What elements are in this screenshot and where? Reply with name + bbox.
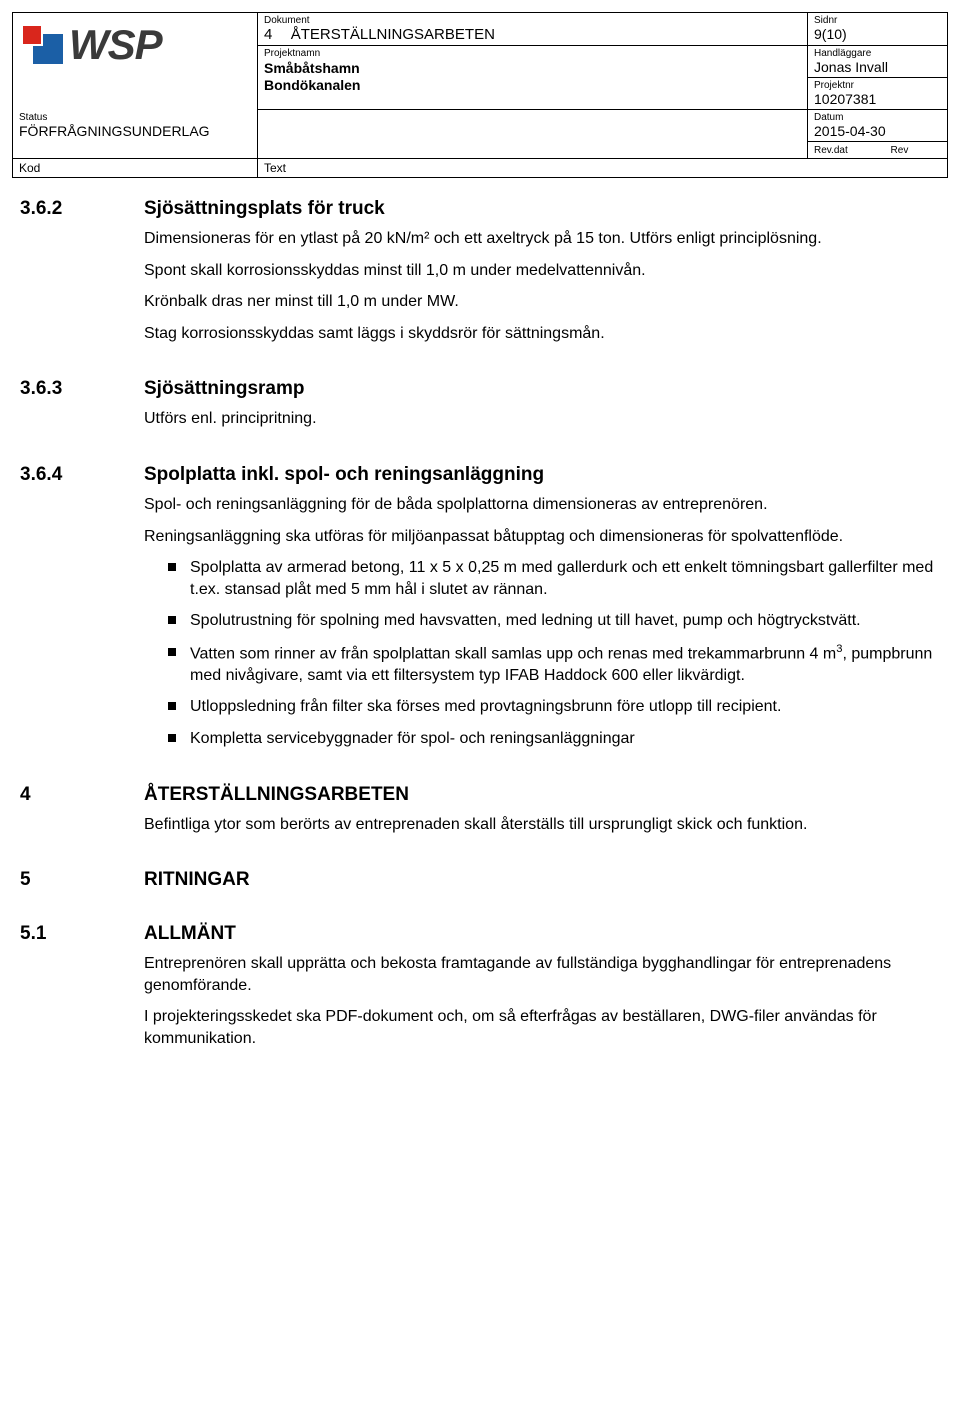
section-title: Spolplatta inkl. spol- och reningsanlägg… [144,464,940,486]
list-item: Vatten som rinner av från spolplattan sk… [144,642,940,687]
document-header-table: WSP Dokument 4 ÅTERSTÄLLNINGSARBETEN Sid… [12,12,948,178]
section-5: 5 RITNINGAR [20,869,940,899]
paragraph: Spol- och reningsanläggning för de båda … [144,494,940,516]
paragraph: Befintliga ytor som berörts av entrepren… [144,814,940,836]
bullet-text: Vatten som rinner av från spolplattan sk… [190,642,940,687]
text-label: Text [264,161,286,175]
sidnr-cell: Sidnr 9(10) [808,13,948,46]
section-number: 3.6.3 [20,378,120,440]
section-3-6-2: 3.6.2 Sjösättningsplats för truck Dimens… [20,198,940,354]
section-title: ÅTERSTÄLLNINGSARBETEN [144,784,940,806]
bullet-text: Kompletta servicebyggnader för spol- och… [190,728,940,750]
projektnr-value: 10207381 [814,91,876,107]
list-item: Utloppsledning från filter ska förses me… [144,696,940,718]
section-number: 4 [20,784,120,846]
paragraph: Reningsanläggning ska utföras för miljöa… [144,526,940,548]
status-value: FÖRFRÅGNINGSUNDERLAG [19,123,210,139]
paragraph: Krönbalk dras ner minst till 1,0 m under… [144,291,940,313]
handlaggare-label: Handläggare [814,48,941,59]
projektnamn-2: Bondökanalen [264,77,360,93]
section-title: Sjösättningsplats för truck [144,198,940,220]
datum-label: Datum [814,112,941,123]
paragraph: Entreprenören skall upprätta och bekosta… [144,953,940,996]
bullet-text: Spolutrustning för spolning med havsvatt… [190,610,940,632]
section-3-6-3: 3.6.3 Sjösättningsramp Utförs enl. princ… [20,378,940,440]
projektnr-label: Projektnr [814,80,941,91]
kod-label-cell: Kod [13,159,258,178]
section-3-6-4: 3.6.4 Spolplatta inkl. spol- och renings… [20,464,940,760]
dokument-label: Dokument [264,15,801,26]
projektnamn-label: Projektnamn [264,48,801,59]
paragraph: Spont skall korrosionsskyddas minst till… [144,260,940,282]
section-title: Sjösättningsramp [144,378,940,400]
logo-cell: WSP [13,13,258,110]
section-number: 3.6.4 [20,464,120,760]
projektnamn-1: Småbåtshamn [264,60,360,76]
revdat-label: Rev.dat [814,145,848,156]
logo-text: WSP [69,21,162,69]
paragraph: Utförs enl. principritning. [144,408,940,430]
wsp-logo: WSP [21,21,249,69]
blank-cell [258,110,808,159]
section-number: 5 [20,869,120,899]
section-4: 4 ÅTERSTÄLLNINGSARBETEN Befintliga ytor … [20,784,940,846]
list-item: Spolutrustning för spolning med havsvatt… [144,610,940,632]
bullet-icon [168,616,176,624]
paragraph: Stag korrosionsskyddas samt läggs i skyd… [144,323,940,345]
section-number: 5.1 [20,923,120,1059]
bullet-list: Spolplatta av armerad betong, 11 x 5 x 0… [144,557,940,749]
status-cell: Status FÖRFRÅGNINGSUNDERLAG [13,110,258,159]
rev-cell: Rev.dat Rev [808,142,948,159]
rev-label: Rev [891,145,909,156]
list-item: Spolplatta av armerad betong, 11 x 5 x 0… [144,557,940,600]
status-label: Status [19,112,251,123]
document-body: 3.6.2 Sjösättningsplats för truck Dimens… [12,198,948,1060]
handlaggare-value: Jonas Invall [814,59,888,75]
sidnr-label: Sidnr [814,15,941,26]
bullet-icon [168,563,176,571]
projektnamn-cell: Projektnamn Småbåtshamn Bondökanalen [258,46,808,110]
section-number: 3.6.2 [20,198,120,354]
datum-value: 2015-04-30 [814,123,886,139]
dokument-title: ÅTERSTÄLLNINGSARBETEN [291,26,495,43]
bullet-text: Utloppsledning från filter ska förses me… [190,696,940,718]
paragraph: Dimensioneras för en ytlast på 20 kN/m² … [144,228,940,250]
dokument-num: 4 [264,26,272,43]
bullet-text: Spolplatta av armerad betong, 11 x 5 x 0… [190,557,940,600]
section-title: ALLMÄNT [144,923,940,945]
paragraph: I projekteringsskedet ska PDF-dokument o… [144,1006,940,1049]
section-5-1: 5.1 ALLMÄNT Entreprenören skall upprätta… [20,923,940,1059]
logo-icon [21,24,65,66]
bullet-icon [168,648,176,656]
text-label-cell: Text [258,159,948,178]
section-title: RITNINGAR [144,869,940,891]
bullet-icon [168,734,176,742]
projektnr-cell: Projektnr 10207381 [808,78,948,110]
sidnr-value: 9(10) [814,26,847,42]
bullet-icon [168,702,176,710]
datum-cell: Datum 2015-04-30 [808,110,948,142]
dokument-cell: Dokument 4 ÅTERSTÄLLNINGSARBETEN [258,13,808,46]
kod-label: Kod [19,161,40,175]
list-item: Kompletta servicebyggnader för spol- och… [144,728,940,750]
handlaggare-cell: Handläggare Jonas Invall [808,46,948,78]
